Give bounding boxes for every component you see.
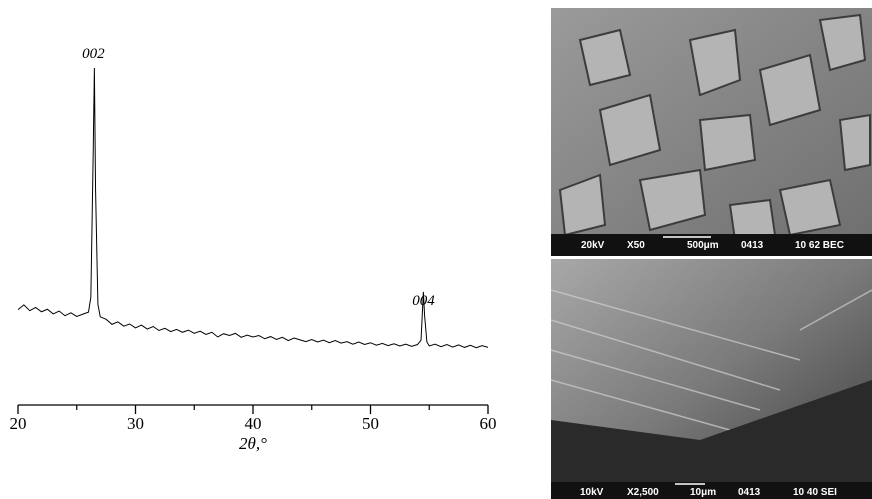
x-tick-label: 20	[10, 414, 27, 433]
peak-label: 004	[412, 293, 435, 309]
sem-caption: 0413	[738, 487, 761, 498]
peak-label: 002	[82, 46, 105, 62]
sem-caption: 10kV	[580, 487, 604, 498]
sem-caption: 500μm	[687, 240, 719, 251]
sem-caption: X50	[627, 240, 645, 251]
x-tick-label: 30	[127, 414, 144, 433]
sem-caption: 10 40 SEI	[793, 487, 837, 498]
x-tick-label: 40	[245, 414, 262, 433]
x-axis-label: 2θ,°	[239, 434, 267, 453]
sem-caption: X2,500	[627, 487, 659, 498]
xrd-line	[17, 68, 489, 349]
sem-image-top	[551, 8, 872, 256]
sem-caption: 20kV	[581, 240, 605, 251]
x-tick-label: 60	[480, 414, 497, 433]
x-tick-label: 50	[362, 414, 379, 433]
sem-image-bottom	[550, 259, 872, 499]
sem-caption: 0413	[741, 240, 764, 251]
sem-caption: 10 62 BEC	[795, 240, 844, 251]
sem-caption: 10μm	[690, 487, 716, 498]
